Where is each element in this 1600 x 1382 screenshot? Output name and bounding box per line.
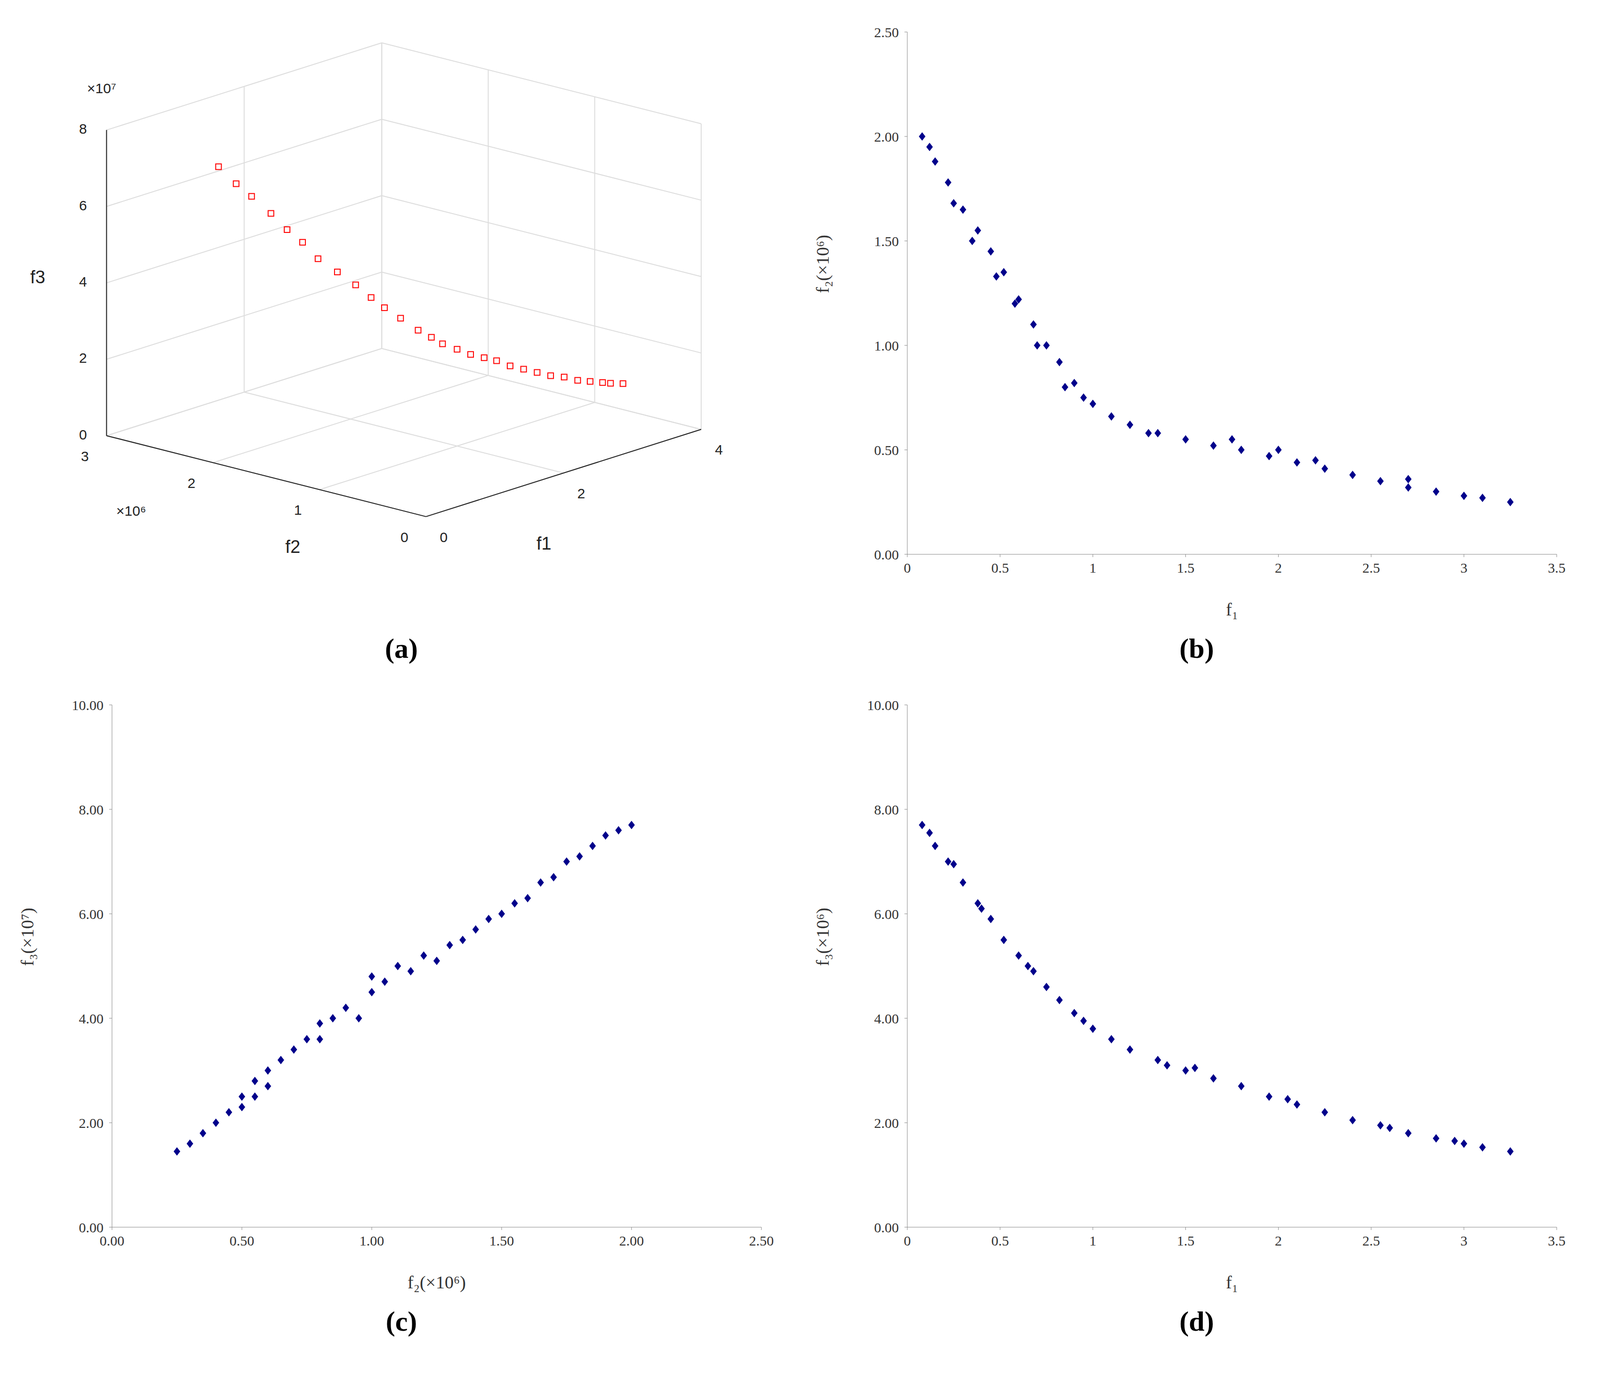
- svg-text:0.5: 0.5: [991, 1232, 1009, 1249]
- html-text:(c): (c): [385, 1305, 418, 1337]
- svg-text:f₃(×10⁶): f₃(×10⁶): [812, 907, 833, 967]
- svg-text:2: 2: [79, 350, 88, 366]
- svg-text:1.00: 1.00: [359, 1232, 385, 1249]
- svg-text:0.5: 0.5: [991, 560, 1009, 576]
- svg-text:2: 2: [187, 475, 196, 491]
- svg-text:2: 2: [1274, 1232, 1282, 1249]
- svg-text:6.00: 6.00: [874, 906, 900, 922]
- svg-text:1: 1: [294, 502, 303, 518]
- svg-text:f₂(×10⁶): f₂(×10⁶): [407, 1272, 466, 1293]
- svg-text:2.00: 2.00: [619, 1232, 645, 1249]
- svg-text:3.5: 3.5: [1547, 560, 1566, 576]
- svg-text:6: 6: [79, 197, 88, 214]
- svg-text:0.00: 0.00: [99, 1232, 125, 1249]
- svg-text:8.00: 8.00: [874, 801, 900, 818]
- svg-text:2.5: 2.5: [1362, 560, 1381, 576]
- svg-text:0: 0: [904, 560, 912, 576]
- svg-text:3: 3: [80, 448, 89, 464]
- svg-text:1.00: 1.00: [874, 337, 900, 354]
- svg-text:×10⁶: ×10⁶: [116, 503, 146, 519]
- svg-text:0: 0: [439, 529, 448, 545]
- svg-text:1.5: 1.5: [1176, 1232, 1195, 1249]
- svg-text:4.00: 4.00: [874, 1010, 900, 1027]
- svg-text:2: 2: [1274, 560, 1282, 576]
- svg-text:2.00: 2.00: [874, 1115, 900, 1131]
- html-text:(a): (a): [384, 632, 418, 664]
- svg-text:0: 0: [904, 1232, 912, 1249]
- svg-text:1: 1: [1089, 1232, 1097, 1249]
- svg-text:f3: f3: [30, 267, 46, 288]
- svg-text:3.5: 3.5: [1547, 1232, 1566, 1249]
- svg-text:0.00: 0.00: [79, 1219, 104, 1236]
- html-text:(d): (d): [1179, 1305, 1214, 1337]
- svg-text:f2: f2: [285, 536, 301, 557]
- svg-text:10.00: 10.00: [72, 697, 104, 713]
- svg-text:f₁: f₁: [1225, 599, 1239, 620]
- svg-text:4: 4: [79, 273, 88, 290]
- svg-text:6.00: 6.00: [79, 906, 104, 922]
- svg-text:0: 0: [400, 529, 409, 545]
- svg-text:f1: f1: [536, 533, 552, 554]
- svg-text:2.50: 2.50: [874, 24, 900, 40]
- svg-text:f₂(×10⁶): f₂(×10⁶): [812, 234, 833, 294]
- svg-text:10.00: 10.00: [867, 697, 900, 713]
- svg-text:4.00: 4.00: [79, 1010, 104, 1027]
- svg-text:0: 0: [79, 426, 88, 443]
- svg-text:0.00: 0.00: [874, 546, 900, 563]
- svg-text:2.50: 2.50: [749, 1232, 775, 1249]
- svg-text:4: 4: [714, 441, 723, 458]
- svg-text:8: 8: [79, 120, 88, 137]
- svg-text:×10⁷: ×10⁷: [87, 80, 117, 96]
- html-text:(b): (b): [1179, 632, 1214, 664]
- svg-text:8.00: 8.00: [79, 801, 104, 818]
- svg-text:2.00: 2.00: [874, 128, 900, 145]
- svg-text:1: 1: [1089, 560, 1097, 576]
- svg-text:0.50: 0.50: [229, 1232, 255, 1249]
- svg-text:0.50: 0.50: [874, 442, 900, 458]
- svg-text:2: 2: [577, 485, 586, 502]
- svg-text:1.50: 1.50: [489, 1232, 515, 1249]
- svg-text:2.5: 2.5: [1362, 1232, 1381, 1249]
- svg-text:0.00: 0.00: [874, 1219, 900, 1236]
- svg-text:1.5: 1.5: [1176, 560, 1195, 576]
- svg-text:2.00: 2.00: [79, 1115, 104, 1131]
- svg-text:3: 3: [1460, 560, 1468, 576]
- svg-text:1.50: 1.50: [874, 233, 900, 249]
- svg-text:f₁: f₁: [1225, 1272, 1239, 1293]
- svg-text:f₃(×10⁷): f₃(×10⁷): [17, 907, 38, 967]
- svg-text:3: 3: [1460, 1232, 1468, 1249]
